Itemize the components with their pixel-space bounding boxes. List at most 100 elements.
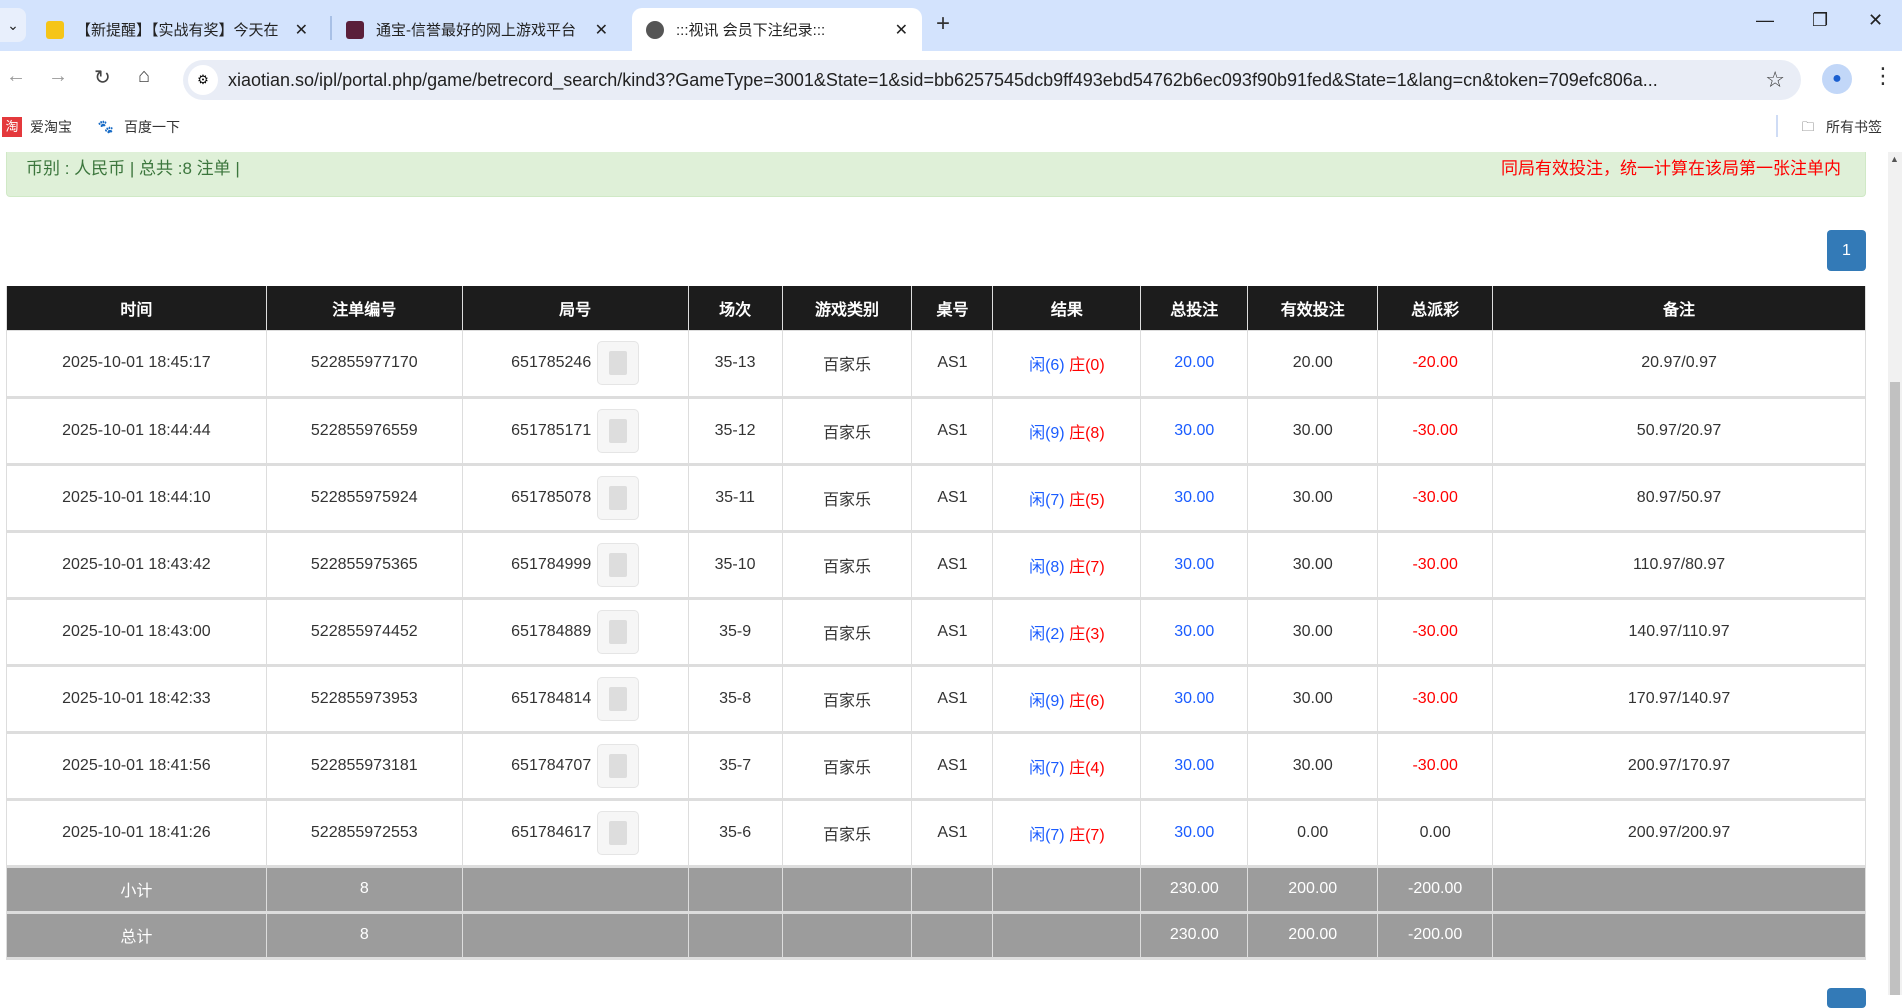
column-header: 结果 xyxy=(992,286,1142,331)
shoe-cell: 35-12 xyxy=(687,396,783,466)
summary-alert: 币别 : 人民币 | 总共 :8 注单 | 同局有效投注，统一计算在该局第一张注… xyxy=(6,152,1866,197)
scrollbar[interactable]: ▲ xyxy=(1888,152,1902,995)
omnibox[interactable]: ⚙ xiaotian.so/ipl/portal.php/game/betrec… xyxy=(183,60,1801,100)
game-cell: 百家乐 xyxy=(781,798,913,868)
column-header: 游戏类别 xyxy=(781,286,913,331)
valid-bet-cell: 30.00 xyxy=(1247,731,1379,801)
bet-record-table: 时间 注单编号 局号 场次 游戏类别 桌号 结果 总投注 有效投注 总派彩 备注 2025-10-0… xyxy=(6,286,1866,960)
time-cell: 2025-10-01 18:44:10 xyxy=(6,463,267,533)
tab-separator xyxy=(330,16,332,40)
column-header: 备注 xyxy=(1492,286,1866,331)
bottom-page-button[interactable] xyxy=(1827,988,1866,1008)
valid-bet-cell: 0.00 xyxy=(1247,798,1379,868)
note-cell: 200.97/200.97 xyxy=(1492,798,1866,868)
close-tab-icon[interactable]: ✕ xyxy=(894,21,908,39)
all-bookmarks-button[interactable]: 🗀 所有书签 xyxy=(1798,117,1882,137)
bookmark-star-icon[interactable]: ☆ xyxy=(1765,67,1785,92)
profile-avatar[interactable]: ● xyxy=(1822,64,1852,94)
result-cell: 闲(2) 庄(3) xyxy=(992,597,1142,667)
grand_total-label: 总计 xyxy=(6,911,267,960)
shoe-cell: 35-10 xyxy=(687,530,783,600)
result-cell: 闲(9) 庄(8) xyxy=(992,396,1142,466)
game-cell: 百家乐 xyxy=(781,664,913,734)
banker-result: 庄(3) xyxy=(1069,625,1105,643)
reload-button[interactable]: ↻ xyxy=(94,67,111,89)
video-replay-icon[interactable] xyxy=(597,609,640,654)
page-1-button[interactable]: 1 xyxy=(1827,230,1866,271)
globe-icon xyxy=(646,20,664,39)
payout-cell: -30.00 xyxy=(1377,396,1494,466)
round-cell: 651784999 xyxy=(461,530,689,600)
table-cell: AS1 xyxy=(911,530,994,600)
time-cell: 2025-10-01 18:43:00 xyxy=(6,597,267,667)
shoe-cell: 35-6 xyxy=(687,798,783,868)
close-tab-icon[interactable]: ✕ xyxy=(594,21,608,39)
column-header: 有效投注 xyxy=(1247,286,1379,331)
restore-button[interactable]: ❐ xyxy=(1812,10,1829,30)
close-tab-icon[interactable]: ✕ xyxy=(294,21,308,39)
total-bet-cell: 30.00 xyxy=(1140,731,1249,801)
payout-cell: -30.00 xyxy=(1377,664,1494,734)
scrollbar-thumb[interactable] xyxy=(1890,382,1900,995)
payout-cell: -30.00 xyxy=(1377,463,1494,533)
time-cell: 2025-10-01 18:43:42 xyxy=(6,530,267,600)
banker-result: 庄(7) xyxy=(1069,826,1105,844)
home-button[interactable]: ⌂ xyxy=(138,65,151,87)
result-cell: 闲(8) 庄(7) xyxy=(992,530,1142,600)
payout-cell: -30.00 xyxy=(1377,530,1494,600)
table-cell: AS1 xyxy=(911,329,994,399)
folder-icon: 🗀 xyxy=(1801,119,1815,134)
column-header: 总投注 xyxy=(1140,286,1249,331)
player-result: 闲(7) xyxy=(1029,759,1065,777)
url-text[interactable]: xiaotian.so/ipl/portal.php/game/betrecor… xyxy=(228,69,1658,90)
video-replay-icon[interactable] xyxy=(597,475,640,520)
bookmarks-bar: 淘爱淘宝 🐾 百度一下 🗀 所有书签 xyxy=(0,107,1902,146)
grand_total-payout: -200.00 xyxy=(1377,911,1494,960)
table-cell: AS1 xyxy=(911,664,994,734)
scroll-up-arrow[interactable]: ▲ xyxy=(1890,154,1899,164)
time-cell: 2025-10-01 18:41:56 xyxy=(6,731,267,801)
player-result: 闲(2) xyxy=(1029,625,1065,643)
tab-2[interactable]: 通宝-信誉最好的网上游戏平台 ✕ xyxy=(332,8,622,51)
note-cell: 20.97/0.97 xyxy=(1492,329,1866,399)
game-cell: 百家乐 xyxy=(781,597,913,667)
back-button[interactable]: ← xyxy=(6,65,26,87)
payout-cell: -30.00 xyxy=(1377,597,1494,667)
minimize-button[interactable]: — xyxy=(1756,10,1774,30)
table-cell: AS1 xyxy=(911,798,994,868)
valid-bet-cell: 30.00 xyxy=(1247,463,1379,533)
browser-menu-button[interactable]: ⋮ xyxy=(1872,63,1894,88)
bet-id-cell: 522855973953 xyxy=(265,664,463,734)
bulb-icon xyxy=(46,20,64,39)
casino-icon xyxy=(346,20,364,39)
bookmark-aitaobao[interactable]: 淘爱淘宝 xyxy=(2,117,72,137)
tab-search-button[interactable]: ⌄ xyxy=(0,8,26,42)
table-row: 2025-10-01 18:45:17 522855977170 6517852… xyxy=(6,329,1866,399)
video-replay-icon[interactable] xyxy=(597,542,640,587)
new-tab-button[interactable]: + xyxy=(936,10,951,37)
shoe-cell: 35-13 xyxy=(687,329,783,399)
bet-id-cell: 522855976559 xyxy=(265,396,463,466)
forward-button[interactable]: → xyxy=(48,65,68,87)
video-replay-icon[interactable] xyxy=(597,810,640,855)
shoe-cell: 35-7 xyxy=(687,731,783,801)
note-cell: 200.97/170.97 xyxy=(1492,731,1866,801)
bookmark-baidu[interactable]: 🐾 百度一下 xyxy=(97,119,180,135)
video-replay-icon[interactable] xyxy=(597,341,640,385)
table-row: 2025-10-01 18:42:33 522855973953 6517848… xyxy=(6,664,1866,734)
result-cell: 闲(7) 庄(5) xyxy=(992,463,1142,533)
close-window-button[interactable]: ✕ xyxy=(1868,10,1884,30)
game-cell: 百家乐 xyxy=(781,731,913,801)
result-cell: 闲(9) 庄(6) xyxy=(992,664,1142,734)
tab-3-active[interactable]: :::视讯 会员下注纪录::: ✕ xyxy=(632,8,922,51)
site-settings-icon[interactable]: ⚙ xyxy=(188,65,218,95)
round-cell: 651785246 xyxy=(461,329,689,399)
bet-id-cell: 522855975924 xyxy=(265,463,463,533)
video-replay-icon[interactable] xyxy=(597,676,640,721)
tab-1[interactable]: 【新提醒】【实战有奖】今天在 ✕ xyxy=(32,8,322,51)
video-replay-icon[interactable] xyxy=(597,743,640,788)
banker-result: 庄(4) xyxy=(1069,759,1105,777)
game-cell: 百家乐 xyxy=(781,530,913,600)
time-cell: 2025-10-01 18:42:33 xyxy=(6,664,267,734)
video-replay-icon[interactable] xyxy=(597,408,640,453)
